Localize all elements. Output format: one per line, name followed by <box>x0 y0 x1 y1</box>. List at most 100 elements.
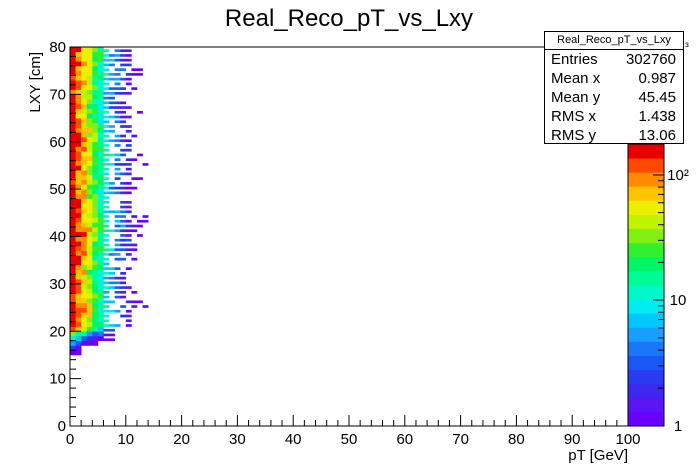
heatmap-cell <box>81 227 88 233</box>
heatmap-cell <box>81 146 88 152</box>
heatmap-cell <box>109 309 115 313</box>
heatmap-cell <box>97 217 104 223</box>
heatmap-cell <box>86 155 93 161</box>
heatmap-cell <box>70 75 76 81</box>
heatmap-cell <box>70 122 76 128</box>
heatmap-cell <box>75 174 82 180</box>
heatmap-cell <box>70 340 76 346</box>
heatmap-cell <box>75 70 82 76</box>
heatmap-cell <box>120 153 127 157</box>
heatmap-cell <box>103 101 110 105</box>
heatmap-cell <box>81 241 88 247</box>
heatmap-cell <box>86 255 93 261</box>
heatmap-cell <box>131 229 138 233</box>
heatmap-cell <box>86 70 93 76</box>
heatmap-cell <box>131 257 138 261</box>
heatmap-cell <box>92 127 99 133</box>
heatmap-cell <box>70 236 76 242</box>
heatmap-cell <box>120 200 127 204</box>
heatmap-cell <box>86 326 93 332</box>
heatmap-cell <box>114 115 121 119</box>
heatmap-cell <box>97 307 104 313</box>
heatmap-cell <box>125 82 132 86</box>
heatmap-cell <box>103 272 110 275</box>
heatmap-cell <box>70 321 76 327</box>
heatmap-cell <box>136 73 143 76</box>
heatmap-cell <box>75 51 82 57</box>
heatmap-cell <box>70 260 76 266</box>
y-tick-label: 10 <box>49 371 66 388</box>
heatmap-cell <box>120 257 127 261</box>
heatmap-cell <box>70 94 76 100</box>
heatmap-cell <box>131 243 138 247</box>
heatmap-cell <box>92 307 99 313</box>
stats-label: RMS x <box>551 108 596 125</box>
heatmap-cell <box>103 224 110 228</box>
heatmap-cell <box>109 300 115 304</box>
heatmap-cell <box>97 151 104 157</box>
heatmap-cell <box>92 61 99 67</box>
heatmap-cell <box>125 319 132 323</box>
heatmap-cell <box>120 139 127 143</box>
heatmap-cell <box>70 198 76 204</box>
heatmap-cell <box>120 305 127 308</box>
heatmap-cell <box>114 191 121 195</box>
heatmap-cell <box>131 215 138 218</box>
heatmap-cell <box>103 300 110 304</box>
heatmap-cell <box>103 276 110 280</box>
heatmap-cell <box>86 269 93 275</box>
heatmap-cell <box>86 179 93 185</box>
heatmap-cell <box>114 163 121 166</box>
heatmap-cell <box>120 219 127 223</box>
heatmap-cell <box>92 113 99 119</box>
heatmap-cell <box>81 203 88 209</box>
palette-swatch <box>628 299 664 314</box>
heatmap-cell <box>97 231 104 237</box>
heatmap-cell <box>114 120 121 124</box>
heatmap-cell <box>103 262 110 266</box>
heatmap-cell <box>97 122 104 128</box>
x-tick-label: 0 <box>66 431 74 448</box>
y-tick-label: 70 <box>49 86 66 103</box>
heatmap-cell <box>131 224 138 228</box>
heatmap-cell <box>92 132 99 138</box>
heatmap-cell <box>125 73 132 76</box>
heatmap-cell <box>86 122 93 128</box>
heatmap-cell <box>103 153 110 157</box>
heatmap-cell <box>125 253 132 256</box>
heatmap-cell <box>103 305 110 308</box>
heatmap-cell <box>81 61 88 67</box>
heatmap-cell <box>97 222 104 228</box>
heatmap-cell <box>103 286 110 289</box>
heatmap-cell <box>125 224 132 228</box>
x-tick-label: 40 <box>285 431 302 448</box>
heatmap-cell <box>86 65 93 71</box>
heatmap-cell <box>70 279 76 285</box>
heatmap-cell <box>92 198 99 204</box>
heatmap-cell <box>120 63 127 67</box>
heatmap-cell <box>114 139 121 143</box>
heatmap-cell <box>81 132 88 138</box>
heatmap-cell <box>86 283 93 289</box>
heatmap-cell <box>97 321 104 327</box>
heatmap-cell <box>109 210 115 214</box>
heatmap-cell <box>131 158 138 161</box>
heatmap-cell <box>97 103 104 109</box>
heatmap-cell <box>103 238 110 242</box>
heatmap-cell <box>103 267 110 270</box>
heatmap-cell <box>70 113 76 119</box>
palette-swatch <box>628 355 664 370</box>
heatmap-cell <box>109 63 115 67</box>
heatmap-cell <box>103 215 110 218</box>
heatmap-cell <box>114 257 121 261</box>
heatmap-cell <box>120 286 127 289</box>
heatmap-cell <box>81 293 88 299</box>
heatmap-cell <box>103 309 110 313</box>
heatmap-cell <box>120 281 127 285</box>
heatmap-cell <box>86 189 93 195</box>
heatmap-cell <box>92 108 99 114</box>
heatmap-cell <box>125 248 132 252</box>
palette-swatch <box>628 397 664 413</box>
heatmap-cell <box>97 260 104 266</box>
heatmap-cell <box>86 146 93 152</box>
